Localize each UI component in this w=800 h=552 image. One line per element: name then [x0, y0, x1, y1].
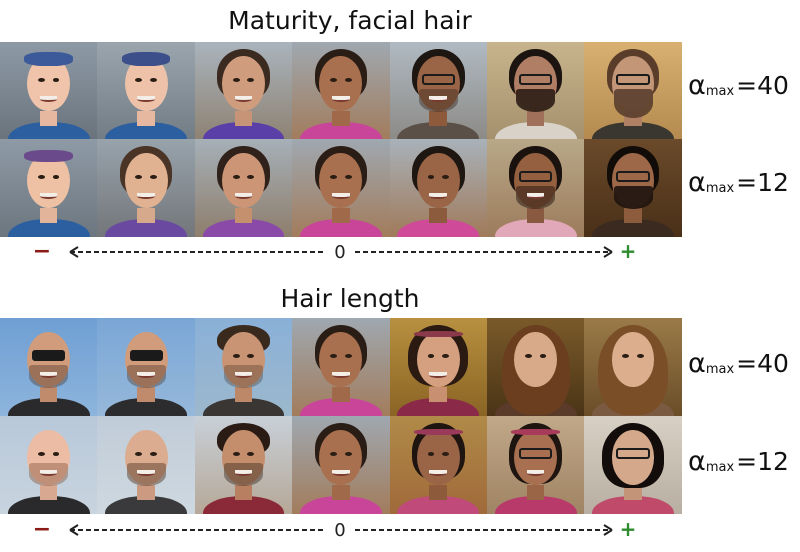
face-image — [194, 318, 293, 416]
face-image — [292, 318, 390, 416]
face-image — [486, 42, 585, 140]
face-image — [97, 42, 195, 140]
direction-axis: − 0 + — [30, 241, 650, 263]
alpha-max-label: αmax=12 — [688, 446, 789, 477]
face-row — [0, 318, 682, 416]
alpha-max-label: αmax=40 — [688, 70, 789, 101]
face-image — [194, 139, 293, 237]
face-image — [389, 416, 487, 514]
face-image — [584, 318, 682, 416]
face-image — [486, 416, 585, 514]
alpha-max-label: αmax=40 — [688, 348, 789, 379]
face-image — [584, 416, 682, 514]
face-image — [0, 42, 98, 140]
section-title-maturity: Maturity, facial hair — [228, 6, 472, 35]
face-image — [389, 42, 487, 140]
face-row — [0, 42, 682, 140]
face-image — [97, 318, 195, 416]
face-image — [292, 42, 390, 140]
zero-label: 0 — [334, 242, 345, 263]
face-image — [486, 139, 585, 237]
face-row — [0, 416, 682, 514]
zero-label: 0 — [334, 520, 345, 541]
direction-axis: − 0 + — [30, 519, 650, 541]
face-image — [584, 42, 682, 140]
face-image — [0, 139, 98, 237]
face-image — [292, 416, 390, 514]
face-row — [0, 139, 682, 237]
face-image — [97, 416, 195, 514]
alpha-max-label: αmax=12 — [688, 167, 789, 198]
face-image — [292, 139, 390, 237]
face-image — [389, 139, 487, 237]
minus-sign: − — [33, 241, 51, 263]
minus-sign: − — [33, 519, 51, 541]
section-title-hair-length: Hair length — [280, 284, 420, 313]
face-image — [389, 318, 487, 416]
face-image — [0, 416, 98, 514]
face-image — [194, 42, 293, 140]
plus-sign: + — [620, 519, 637, 541]
face-image — [584, 139, 682, 237]
plus-sign: + — [620, 241, 637, 263]
face-image — [486, 318, 585, 416]
face-image — [97, 139, 195, 237]
face-image — [194, 416, 293, 514]
face-image — [0, 318, 98, 416]
